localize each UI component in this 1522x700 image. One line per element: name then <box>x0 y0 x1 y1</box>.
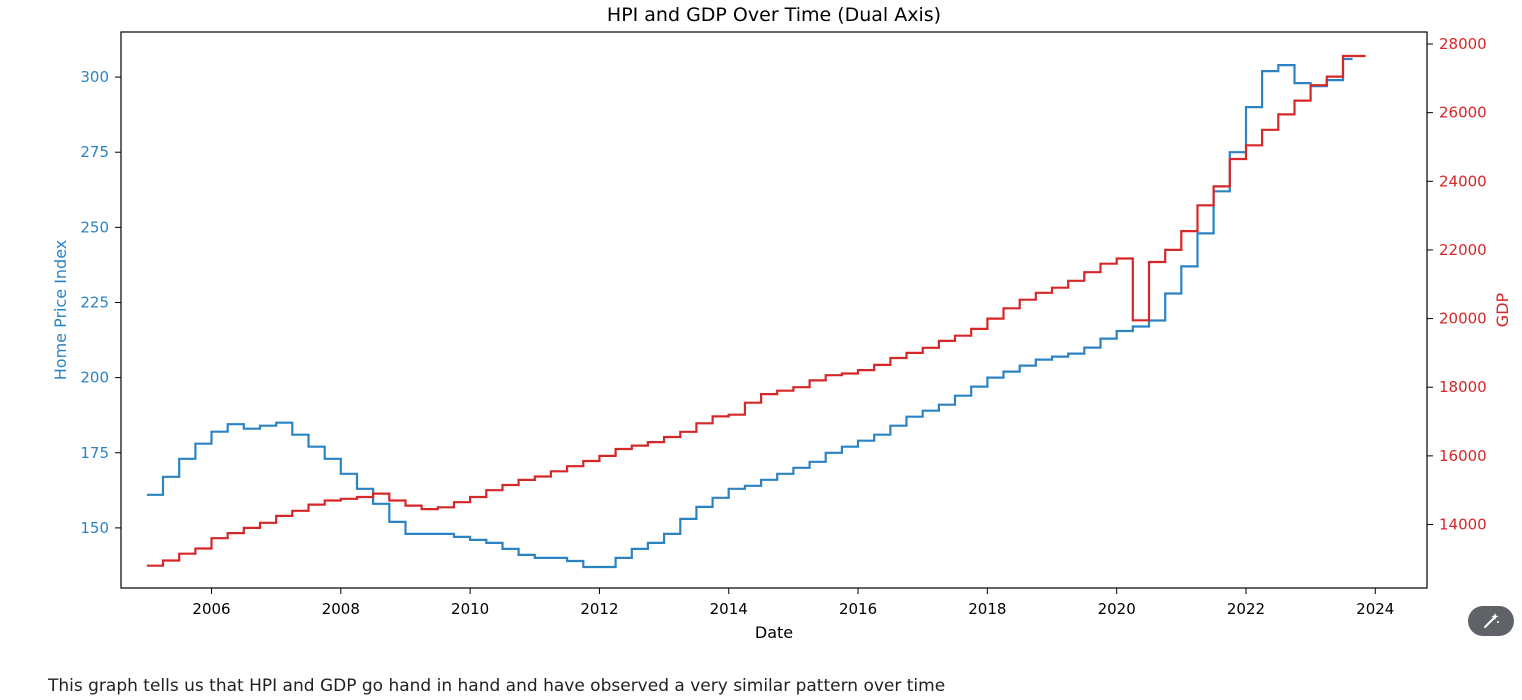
x-tick-label: 2022 <box>1227 600 1265 618</box>
y-left-tick-label: 150 <box>80 519 109 537</box>
magic-wand-button[interactable] <box>1468 606 1514 636</box>
plot-area-frame <box>120 31 1428 589</box>
x-tick-label: 2006 <box>192 600 230 618</box>
y-right-tick-label: 18000 <box>1439 378 1487 396</box>
chart-caption: This graph tells us that HPI and GDP go … <box>48 676 946 696</box>
y-left-tick-label: 175 <box>80 444 109 462</box>
y-left-tick-label: 200 <box>80 369 109 387</box>
y-right-tick-label: 20000 <box>1439 310 1487 328</box>
gdp-series-line <box>146 54 1366 567</box>
x-tick-label: 2008 <box>322 600 360 618</box>
x-tick-label: 2016 <box>839 600 877 618</box>
x-tick-label: 2020 <box>1098 600 1136 618</box>
x-tick-label: 2024 <box>1356 600 1394 618</box>
dual-axis-chart: HPI and GDP Over Time (Dual Axis) 2006 20… <box>51 4 1512 642</box>
magic-wand-icon <box>1484 613 1499 628</box>
y-right-tick-label: 14000 <box>1439 516 1487 534</box>
y-left-tick-label: 275 <box>80 143 109 161</box>
y-axis-right: 14000 16000 18000 20000 22000 24000 26000 28000 <box>1427 35 1487 534</box>
hpi-series-line <box>146 57 1353 569</box>
y-right-tick-label: 24000 <box>1439 172 1487 190</box>
x-tick-label: 2014 <box>710 600 748 618</box>
y-axis-left: 150 175 200 225 250 275 300 <box>80 68 121 537</box>
x-tick-label: 2010 <box>451 600 489 618</box>
x-axis: 2006 2008 2010 2012 2014 2016 2018 2020 2022 2024 <box>192 588 1394 618</box>
y-right-tick-label: 22000 <box>1439 241 1487 259</box>
x-axis-label: Date <box>755 623 793 642</box>
y-left-tick-label: 300 <box>80 68 109 86</box>
y-left-axis-label: Home Price Index <box>51 240 70 381</box>
chart-title: HPI and GDP Over Time (Dual Axis) <box>607 4 941 26</box>
x-tick-label: 2012 <box>580 600 618 618</box>
y-right-tick-label: 26000 <box>1439 104 1487 122</box>
series-layer <box>146 54 1366 569</box>
y-right-tick-label: 28000 <box>1439 35 1487 53</box>
y-right-tick-label: 16000 <box>1439 447 1487 465</box>
x-tick-label: 2018 <box>968 600 1006 618</box>
y-right-axis-label: GDP <box>1493 292 1512 327</box>
y-left-tick-label: 225 <box>80 293 109 311</box>
y-left-tick-label: 250 <box>80 218 109 236</box>
